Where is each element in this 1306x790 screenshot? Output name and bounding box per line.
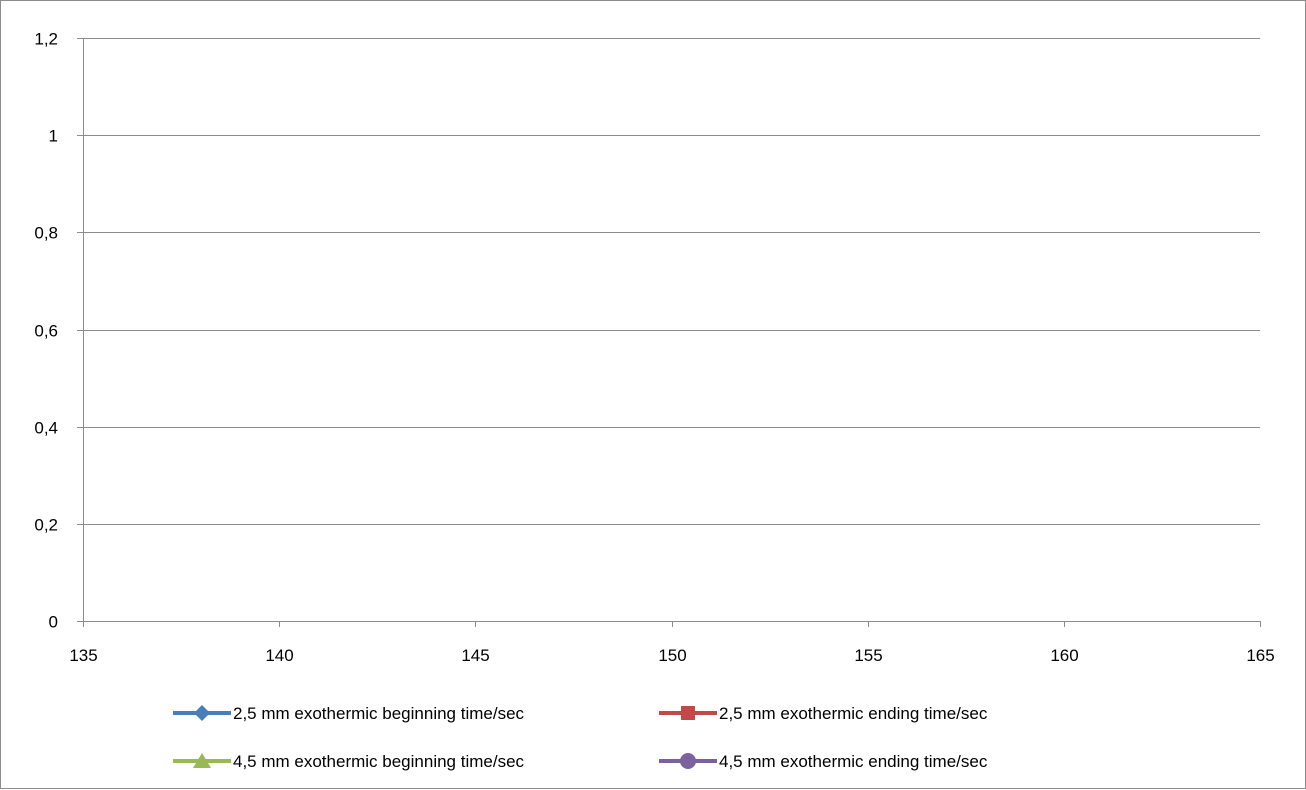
legend-label: 2,5 mm exothermic beginning time/sec bbox=[233, 704, 525, 723]
y-tick-label: 0,8 bbox=[34, 224, 58, 243]
legend-marker bbox=[193, 753, 211, 768]
x-tick-label: 155 bbox=[854, 646, 882, 665]
y-tick-label: 0 bbox=[49, 613, 58, 632]
x-tick-label: 145 bbox=[461, 646, 489, 665]
x-tick-label: 160 bbox=[1050, 646, 1078, 665]
x-tick-label: 150 bbox=[658, 646, 686, 665]
legend-marker bbox=[194, 705, 210, 721]
legend-label: 4,5 mm exothermic beginning time/sec bbox=[233, 752, 525, 771]
gridlines bbox=[83, 38, 1260, 525]
legend-entry: 4,5 mm exothermic ending time/sec bbox=[659, 752, 988, 771]
legend-label: 4,5 mm exothermic ending time/sec bbox=[719, 752, 988, 771]
legend-marker bbox=[681, 706, 695, 720]
x-tick-label: 165 bbox=[1246, 646, 1274, 665]
y-tick-label: 0,6 bbox=[34, 322, 58, 341]
y-axis-tick-labels: 0 0,2 0,4 0,6 0,8 1 1,2 bbox=[34, 30, 58, 632]
legend-entry: 2,5 mm exothermic beginning time/sec bbox=[173, 704, 525, 723]
x-axis-tick-labels: 135 140 145 150 155 160 165 bbox=[69, 646, 1274, 665]
legend-entry: 2,5 mm exothermic ending time/sec bbox=[659, 704, 988, 723]
y-tick-label: 0,4 bbox=[34, 419, 58, 438]
x-tick-label: 135 bbox=[69, 646, 97, 665]
x-tick-label: 140 bbox=[265, 646, 293, 665]
legend: 2,5 mm exothermic beginning time/sec 2,5 … bbox=[173, 704, 988, 771]
y-tick-label: 1 bbox=[49, 127, 58, 146]
legend-marker bbox=[680, 753, 696, 769]
legend-label: 2,5 mm exothermic ending time/sec bbox=[719, 704, 988, 723]
axes bbox=[77, 38, 1261, 627]
y-tick-label: 0,2 bbox=[34, 516, 58, 535]
y-tick-label: 1,2 bbox=[34, 30, 58, 49]
legend-entry: 4,5 mm exothermic beginning time/sec bbox=[173, 752, 525, 771]
